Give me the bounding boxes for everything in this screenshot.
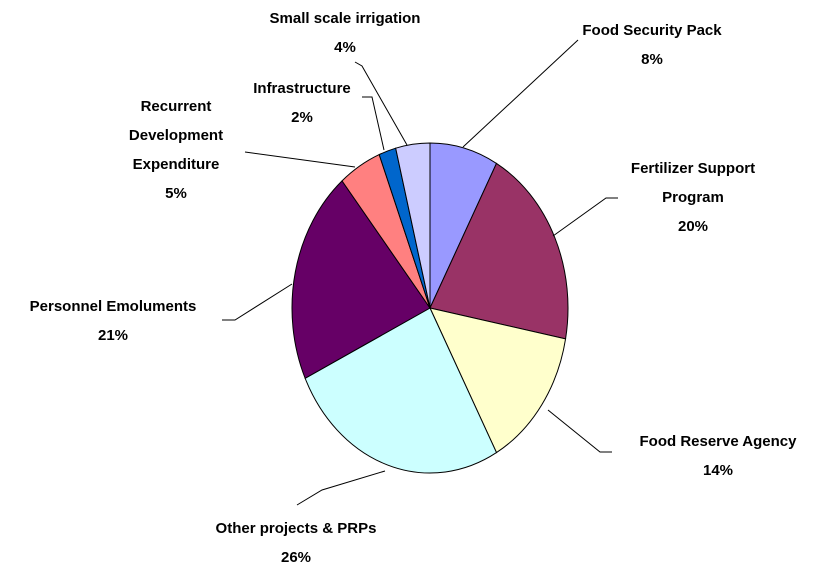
pie-slice bbox=[429, 307, 567, 454]
slice-label: Infrastructure 2% bbox=[237, 74, 367, 132]
leader-line bbox=[462, 39, 579, 148]
slice-label: Other projects & PRPs 26% bbox=[186, 514, 406, 572]
category-label: Infrastructure bbox=[253, 80, 351, 97]
pie-slice bbox=[304, 307, 498, 474]
value-label: 21% bbox=[97, 327, 129, 344]
slice-label: Food Reserve Agency 14% bbox=[608, 427, 820, 485]
value-label: 2% bbox=[291, 109, 313, 126]
leader-line bbox=[222, 283, 293, 321]
leader-line bbox=[354, 61, 408, 146]
leader-line bbox=[362, 96, 385, 151]
leader-line bbox=[296, 470, 386, 506]
category-label: Small scale irrigation bbox=[269, 10, 421, 27]
value-label: 5% bbox=[165, 185, 187, 202]
pie-slice bbox=[429, 162, 569, 340]
value-label: 20% bbox=[677, 218, 709, 235]
leader-line bbox=[547, 409, 612, 453]
value-label: 14% bbox=[702, 462, 734, 479]
category-label: Food Security Pack bbox=[582, 22, 722, 39]
leader-line bbox=[244, 151, 356, 168]
category-label: Recurrent Development Expenditure bbox=[128, 98, 224, 173]
slice-label: Food Security Pack 8% bbox=[552, 16, 752, 74]
leader-line bbox=[552, 197, 618, 237]
slice-label: Fertilizer Support Program 20% bbox=[618, 154, 768, 241]
value-label: 8% bbox=[641, 51, 663, 68]
category-label: Food Reserve Agency bbox=[639, 433, 797, 450]
category-label: Other projects & PRPs bbox=[215, 520, 377, 537]
value-label: 4% bbox=[334, 39, 356, 56]
slice-label: Small scale irrigation 4% bbox=[245, 4, 445, 62]
pie-slice bbox=[291, 180, 431, 379]
category-label: Personnel Emoluments bbox=[29, 298, 197, 315]
category-label: Fertilizer Support Program bbox=[630, 160, 756, 206]
slice-label: Personnel Emoluments 21% bbox=[3, 292, 223, 350]
slice-label: Recurrent Development Expenditure 5% bbox=[111, 92, 241, 208]
pie-slice bbox=[395, 142, 431, 309]
value-label: 26% bbox=[280, 549, 312, 566]
